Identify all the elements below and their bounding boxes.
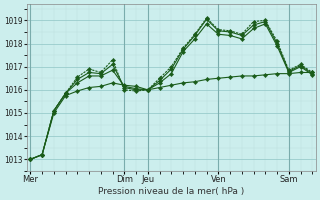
X-axis label: Pression niveau de la mer( hPa ): Pression niveau de la mer( hPa ) (98, 187, 244, 196)
